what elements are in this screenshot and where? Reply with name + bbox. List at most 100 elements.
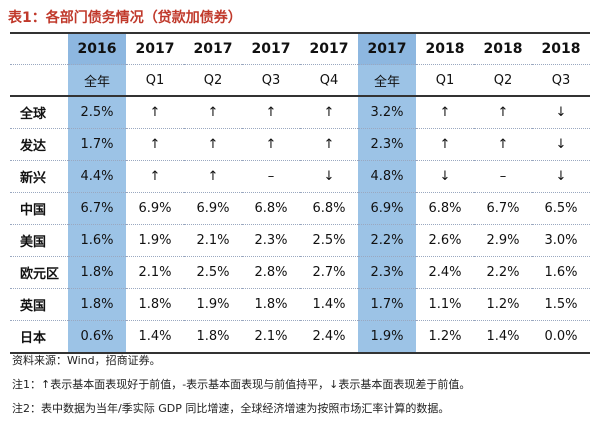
table-cell: 2.1% bbox=[126, 256, 184, 289]
row-label: 发达 bbox=[10, 128, 68, 161]
table-cell: 2.4% bbox=[300, 320, 358, 354]
header-corner bbox=[10, 32, 68, 65]
table-cell: 1.8% bbox=[126, 288, 184, 321]
header-corner bbox=[10, 64, 68, 97]
header-year: 2017 bbox=[242, 32, 300, 65]
table-cell: 3.2% bbox=[358, 96, 416, 129]
table-cell: 2.5% bbox=[300, 224, 358, 257]
table-cell: 6.8% bbox=[242, 192, 300, 225]
table-cell: 6.5% bbox=[532, 192, 590, 225]
table-body: 2016 2017 2017 2017 2017 2017 2018 2018 2018 全年 Q1… bbox=[10, 32, 590, 354]
table-cell: 1.8% bbox=[68, 256, 126, 289]
header-year: 2017 bbox=[358, 32, 416, 65]
header-year: 2018 bbox=[532, 32, 590, 65]
table-cell: 1.4% bbox=[126, 320, 184, 354]
header-period: 全年 bbox=[68, 64, 126, 97]
table-cell: ↑ bbox=[242, 96, 300, 129]
table-cell: 2.4% bbox=[416, 256, 474, 289]
table-cell: 1.8% bbox=[184, 320, 242, 354]
table-cell: 2.3% bbox=[358, 256, 416, 289]
notes: 资料来源：Wind，招商证券。 注1：↑表示基本面表现好于前值，-表示基本面表现… bbox=[12, 353, 592, 425]
table-cell: 2.5% bbox=[184, 256, 242, 289]
table-cell: 0.0% bbox=[532, 320, 590, 354]
table-cell: 1.2% bbox=[416, 320, 474, 354]
table-cell: ↓ bbox=[532, 160, 590, 193]
note-2: 注2：表中数据为当年/季实际 GDP 同比增速，全球经济增速为按照市场汇率计算的… bbox=[12, 402, 450, 415]
table-cell: 6.8% bbox=[416, 192, 474, 225]
table-cell: ↑ bbox=[126, 128, 184, 161]
table-cell: 2.3% bbox=[358, 128, 416, 161]
table-cell: ↑ bbox=[300, 128, 358, 161]
row-label: 中国 bbox=[10, 192, 68, 225]
table-cell: 1.6% bbox=[532, 256, 590, 289]
table-cell: 1.1% bbox=[416, 288, 474, 321]
table-cell: 2.3% bbox=[242, 224, 300, 257]
header-period: 全年 bbox=[358, 64, 416, 97]
table-cell: ↑ bbox=[126, 96, 184, 129]
source-note: 资料来源：Wind，招商证券。 bbox=[12, 354, 161, 367]
table-cell: 6.8% bbox=[300, 192, 358, 225]
table-cell: ↑ bbox=[474, 128, 532, 161]
table-cell: ↑ bbox=[474, 96, 532, 129]
header-period: Q2 bbox=[184, 64, 242, 97]
table-cell: ↓ bbox=[532, 128, 590, 161]
data-table: 2016 2017 2017 2017 2017 2017 2018 2018 2018 全年 Q1… bbox=[10, 32, 590, 354]
header-year: 2018 bbox=[474, 32, 532, 65]
header-year: 2016 bbox=[68, 32, 126, 65]
table-cell: 1.9% bbox=[184, 288, 242, 321]
header-year: 2017 bbox=[300, 32, 358, 65]
table-cell: 2.6% bbox=[416, 224, 474, 257]
table-row: 中国 6.7% 6.9% 6.9% 6.8% 6.8% 6.9% 6.8% 6.7% 6.5% bbox=[10, 192, 590, 225]
header-year: 2017 bbox=[126, 32, 184, 65]
table-cell: 2.9% bbox=[474, 224, 532, 257]
table-cell: 6.9% bbox=[358, 192, 416, 225]
table-cell: ↓ bbox=[532, 96, 590, 129]
table-cell: 1.2% bbox=[474, 288, 532, 321]
table-cell: 0.6% bbox=[68, 320, 126, 354]
table-cell: 1.4% bbox=[300, 288, 358, 321]
header-row-years: 2016 2017 2017 2017 2017 2017 2018 2018 2018 bbox=[10, 32, 590, 65]
table-cell: 4.8% bbox=[358, 160, 416, 193]
row-label: 新兴 bbox=[10, 160, 68, 193]
row-label: 日本 bbox=[10, 320, 68, 354]
row-label: 美国 bbox=[10, 224, 68, 257]
table-row: 英国 1.8% 1.8% 1.9% 1.8% 1.4% 1.7% 1.1% 1.2% 1.5% bbox=[10, 288, 590, 321]
header-year: 2018 bbox=[416, 32, 474, 65]
table-cell: 1.7% bbox=[68, 128, 126, 161]
table-cell: 1.7% bbox=[358, 288, 416, 321]
table-cell: 1.6% bbox=[68, 224, 126, 257]
row-label: 欧元区 bbox=[10, 256, 68, 289]
table-cell: ↑ bbox=[184, 160, 242, 193]
row-label: 全球 bbox=[10, 96, 68, 129]
header-period: Q1 bbox=[416, 64, 474, 97]
table-cell: 6.9% bbox=[126, 192, 184, 225]
table-row: 欧元区 1.8% 2.1% 2.5% 2.8% 2.7% 2.3% 2.4% 2.2% 1.6% bbox=[10, 256, 590, 289]
table-cell: 6.9% bbox=[184, 192, 242, 225]
table-cell: 6.7% bbox=[68, 192, 126, 225]
table-cell: 2.1% bbox=[184, 224, 242, 257]
table-row: 新兴 4.4% ↑ ↑ – ↓ 4.8% ↓ – ↓ bbox=[10, 160, 590, 193]
header-period: Q4 bbox=[300, 64, 358, 97]
table-cell: 2.5% bbox=[68, 96, 126, 129]
header-period: Q3 bbox=[532, 64, 590, 97]
table-cell: 4.4% bbox=[68, 160, 126, 193]
table-cell: 1.8% bbox=[68, 288, 126, 321]
table-cell: 1.9% bbox=[358, 320, 416, 354]
header-year: 2017 bbox=[184, 32, 242, 65]
table-cell: ↑ bbox=[416, 128, 474, 161]
header-period: Q3 bbox=[242, 64, 300, 97]
table-cell: ↑ bbox=[416, 96, 474, 129]
table-title: 表1：各部门债务情况（贷款加债券） bbox=[8, 10, 242, 26]
header-period: Q1 bbox=[126, 64, 184, 97]
table-cell: – bbox=[474, 160, 532, 193]
table-cell: 1.4% bbox=[474, 320, 532, 354]
table-cell: ↑ bbox=[300, 96, 358, 129]
table-cell: 3.0% bbox=[532, 224, 590, 257]
table-cell: 2.1% bbox=[242, 320, 300, 354]
note-1: 注1：↑表示基本面表现好于前值，-表示基本面表现与前值持平，↓表示基本面表现差于… bbox=[12, 378, 471, 391]
header-row-periods: 全年 Q1 Q2 Q3 Q4 全年 Q1 Q2 Q3 bbox=[10, 64, 590, 97]
table-cell: 1.9% bbox=[126, 224, 184, 257]
table-cell: 2.2% bbox=[474, 256, 532, 289]
table-cell: 2.8% bbox=[242, 256, 300, 289]
